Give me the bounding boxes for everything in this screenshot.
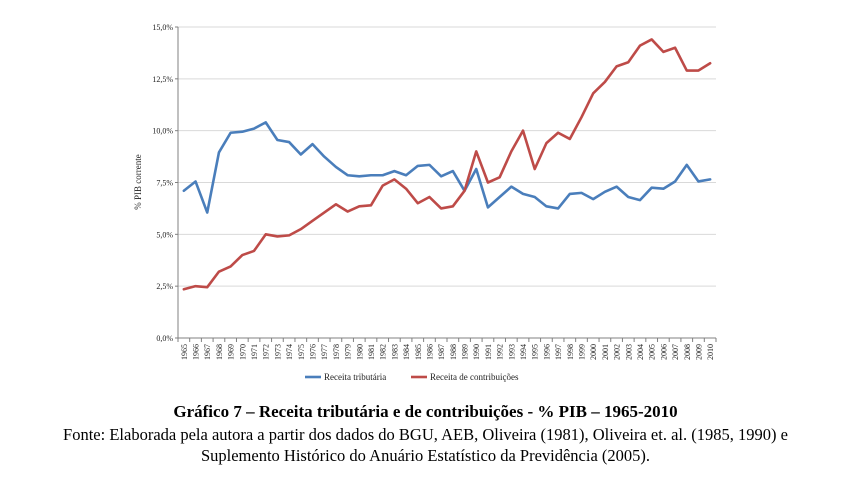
x-tick-label: 1985 xyxy=(414,344,423,360)
series-line xyxy=(182,121,712,214)
x-tick-label: 1972 xyxy=(262,344,271,360)
x-tick-label: 1991 xyxy=(484,344,493,360)
x-tick-label: 2001 xyxy=(601,344,610,360)
figure-caption-source-line-1: Fonte: Elaborada pela autora a partir do… xyxy=(63,425,788,444)
x-tick-label: 1998 xyxy=(566,344,575,360)
x-tick-label: 1981 xyxy=(367,344,376,360)
legend: Receita tributária Receita de contribuiçõ… xyxy=(305,372,519,382)
legend-entry: Receita de contribuições xyxy=(430,372,519,382)
series-lines xyxy=(182,38,712,291)
x-tick-label: 2002 xyxy=(613,344,622,360)
legend-entry: Receita tributária xyxy=(324,372,386,382)
y-axis-label: % PIB corrente xyxy=(133,154,143,209)
x-tick-labels: 1965 1966 1967 1968 1969 1970 1971 1972 1973 1974… xyxy=(180,344,715,360)
x-tick-label: 1969 xyxy=(227,344,236,360)
x-tick-label: 1990 xyxy=(472,344,481,360)
x-tick-label: 1999 xyxy=(578,344,587,360)
x-tick-label: 1967 xyxy=(203,344,212,360)
x-tick-label: 1992 xyxy=(496,344,505,360)
x-tick-label: 1987 xyxy=(437,344,446,360)
x-tick-label: 1973 xyxy=(273,344,282,360)
x-tick-label: 2006 xyxy=(659,344,668,360)
x-tick-label: 1979 xyxy=(344,344,353,360)
figure-caption-title: Gráfico 7 – Receita tributária e de cont… xyxy=(173,402,678,421)
y-tick-labels: 0,0% 2,5% 5,0% 7,5% 10,0% 12,5% 15,0% xyxy=(152,23,173,343)
y-tick-label: 7,5% xyxy=(156,179,173,188)
gridlines xyxy=(178,26,716,287)
x-tick-label: 2000 xyxy=(589,344,598,360)
y-tick-label: 0,0% xyxy=(156,334,173,343)
x-tick-label: 2005 xyxy=(648,344,657,360)
x-tick-label: 1978 xyxy=(332,344,341,360)
x-tick-label: 1989 xyxy=(461,344,470,360)
x-tick-label: 1975 xyxy=(297,344,306,360)
y-tick-label: 10,0% xyxy=(152,127,173,136)
x-tick-label: 1974 xyxy=(285,344,294,360)
line-chart: 0,0% 2,5% 5,0% 7,5% 10,0% 12,5% 15,0% 1965 1966… xyxy=(133,23,717,382)
series-line xyxy=(182,38,712,291)
x-tick-label: 1982 xyxy=(379,344,388,360)
x-tick-label: 1995 xyxy=(531,344,540,360)
x-tick-label: 1980 xyxy=(355,344,364,360)
x-tick-label: 2004 xyxy=(636,344,645,360)
x-tick-label: 1968 xyxy=(215,344,224,360)
y-tick-label: 15,0% xyxy=(152,23,173,32)
y-tick-label: 5,0% xyxy=(156,230,173,239)
x-tick-label: 1997 xyxy=(554,344,563,360)
x-tick-label: 1970 xyxy=(238,344,247,360)
x-tick-label: 1983 xyxy=(390,344,399,360)
y-tick-label: 2,5% xyxy=(156,282,173,291)
x-tick-label: 1993 xyxy=(507,344,516,360)
y-tick-label: 12,5% xyxy=(152,75,173,84)
x-tick-label: 2003 xyxy=(624,344,633,360)
figure-caption-source: Fonte: Elaborada pela autora a partir do… xyxy=(0,424,851,466)
x-tick-label: 1976 xyxy=(309,344,318,360)
x-tick-label: 1966 xyxy=(192,344,201,360)
axes xyxy=(175,26,717,342)
figure-caption-source-line-2: Suplemento Histórico do Anuário Estatíst… xyxy=(200,446,651,465)
x-tick-label: 1986 xyxy=(425,344,434,360)
x-tick-label: 1996 xyxy=(542,344,551,360)
x-tick-label: 1984 xyxy=(402,344,411,360)
x-tick-label: 1971 xyxy=(250,344,259,360)
x-tick-label: 2008 xyxy=(683,344,692,360)
x-tick-label: 1988 xyxy=(449,344,458,360)
x-tick-label: 1977 xyxy=(320,344,329,360)
x-tick-label: 1994 xyxy=(519,344,528,360)
x-tick-label: 2010 xyxy=(706,344,715,360)
x-tick-label: 1965 xyxy=(180,344,189,360)
x-tick-label: 2009 xyxy=(694,344,703,360)
x-tick-label: 2007 xyxy=(671,344,680,360)
